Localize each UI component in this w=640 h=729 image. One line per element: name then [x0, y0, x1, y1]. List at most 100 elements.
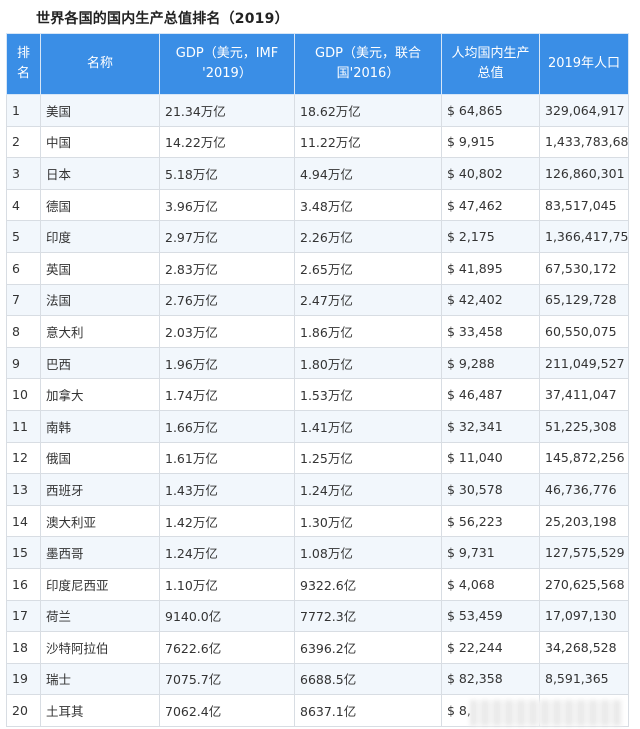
gdp-per-capita-cell: $ 9,288 [441, 346, 540, 380]
country-name-cell: 墨西哥 [40, 536, 160, 569]
country-name-cell: 俄国 [40, 441, 160, 475]
gdp-un-2016-cell: 2.26万亿 [294, 220, 442, 253]
table-row: 10 加拿大 1.74万亿 1.53万亿 $ 46,487 37,411,047 [6, 378, 629, 411]
gdp-imf-2019-cell: 2.03万亿 [159, 315, 295, 348]
population-2019-cell: 329,064,917 [539, 94, 629, 127]
gdp-per-capita-cell: $ 2,175 [441, 220, 540, 253]
gdp-imf-2019-cell: 3.96万亿 [159, 188, 295, 222]
country-name-cell: 英国 [40, 251, 160, 285]
gdp-un-2016-cell: 1.80万亿 [294, 346, 442, 380]
table-row: 8 意大利 2.03万亿 1.86万亿 $ 33,458 60,550,075 [6, 315, 629, 348]
table-header-row: 排名 名称 GDP（美元，IMF '2019） GDP（美元，联合国'2016）… [6, 33, 629, 95]
country-name-cell: 德国 [40, 188, 160, 222]
gdp-un-2016-cell: 6688.5亿 [294, 662, 442, 696]
country-name-cell: 沙特阿拉伯 [40, 631, 160, 664]
country-name-cell: 日本 [40, 157, 160, 190]
gdp-imf-2019-cell: 7622.6亿 [159, 631, 295, 664]
table-row: 5 印度 2.97万亿 2.26万亿 $ 2,175 1,366,417,754 [6, 220, 629, 253]
rank-cell: 6 [6, 251, 41, 285]
country-name-cell: 土耳其 [40, 694, 160, 727]
population-2019-cell: 1,366,417,754 [539, 220, 629, 253]
gdp-per-capita-cell: $ 41,895 [441, 251, 540, 285]
gdp-un-2016-cell: 2.65万亿 [294, 251, 442, 285]
rank-cell: 14 [6, 504, 41, 538]
table-row: 1 美国 21.34万亿 18.62万亿 $ 64,865 329,064,917 [6, 94, 629, 127]
rank-cell: 9 [6, 346, 41, 380]
table-body: 1 美国 21.34万亿 18.62万亿 $ 64,865 329,064,917 2 中国 1… [6, 94, 629, 727]
gdp-un-2016-cell: 1.86万亿 [294, 315, 442, 348]
gdp-un-2016-cell: 1.08万亿 [294, 536, 442, 569]
gdp-un-2016-cell: 11.22万亿 [294, 125, 442, 159]
table-row: 15 墨西哥 1.24万亿 1.08万亿 $ 9,731 127,575,529 [6, 536, 629, 569]
gdp-un-2016-cell: 1.24万亿 [294, 473, 442, 506]
gdp-imf-2019-cell: 7075.7亿 [159, 662, 295, 696]
column-header-population-2019: 2019年人口 [539, 33, 629, 95]
column-header-name: 名称 [40, 33, 160, 95]
rank-cell: 17 [6, 599, 41, 633]
rank-cell: 20 [6, 694, 41, 727]
population-2019-cell: 37,411,047 [539, 378, 629, 411]
rank-cell: 5 [6, 220, 41, 253]
population-2019-cell: 65,129,728 [539, 283, 629, 317]
table-row: 2 中国 14.22万亿 11.22万亿 $ 9,915 1,433,783,686 [6, 125, 629, 159]
rank-cell: 1 [6, 94, 41, 127]
table-row: 16 印度尼西亚 1.10万亿 9322.6亿 $ 4,068 270,625,568 [6, 567, 629, 601]
rank-cell: 12 [6, 441, 41, 475]
rank-cell: 10 [6, 378, 41, 411]
table-row: 13 西班牙 1.43万亿 1.24万亿 $ 30,578 46,736,776 [6, 473, 629, 506]
rank-cell: 2 [6, 125, 41, 159]
table-row: 3 日本 5.18万亿 4.94万亿 $ 40,802 126,860,301 [6, 157, 629, 190]
rank-cell: 3 [6, 157, 41, 190]
blurred-watermark [470, 700, 622, 726]
gdp-un-2016-cell: 1.41万亿 [294, 409, 442, 443]
population-2019-cell: 83,517,045 [539, 188, 629, 222]
gdp-imf-2019-cell: 2.76万亿 [159, 283, 295, 317]
country-name-cell: 南韩 [40, 409, 160, 443]
gdp-un-2016-cell: 8637.1亿 [294, 694, 442, 727]
gdp-imf-2019-cell: 2.97万亿 [159, 220, 295, 253]
table-row: 12 俄国 1.61万亿 1.25万亿 $ 11,040 145,872,256 [6, 441, 629, 475]
gdp-per-capita-cell: $ 22,244 [441, 631, 540, 664]
country-name-cell: 法国 [40, 283, 160, 317]
population-2019-cell: 211,049,527 [539, 346, 629, 380]
gdp-imf-2019-cell: 5.18万亿 [159, 157, 295, 190]
gdp-un-2016-cell: 4.94万亿 [294, 157, 442, 190]
table-row: 14 澳大利亚 1.42万亿 1.30万亿 $ 56,223 25,203,198 [6, 504, 629, 538]
population-2019-cell: 126,860,301 [539, 157, 629, 190]
gdp-imf-2019-cell: 1.24万亿 [159, 536, 295, 569]
gdp-per-capita-cell: $ 42,402 [441, 283, 540, 317]
gdp-un-2016-cell: 9322.6亿 [294, 567, 442, 601]
country-name-cell: 印度 [40, 220, 160, 253]
population-2019-cell: 127,575,529 [539, 536, 629, 569]
population-2019-cell: 270,625,568 [539, 567, 629, 601]
gdp-per-capita-cell: $ 53,459 [441, 599, 540, 633]
rank-cell: 16 [6, 567, 41, 601]
column-header-gdp-imf-2019: GDP（美元，IMF '2019） [159, 33, 295, 95]
gdp-per-capita-cell: $ 4,068 [441, 567, 540, 601]
population-2019-cell: 51,225,308 [539, 409, 629, 443]
population-2019-cell: 8,591,365 [539, 662, 629, 696]
table-row: 9 巴西 1.96万亿 1.80万亿 $ 9,288 211,049,527 [6, 346, 629, 380]
gdp-imf-2019-cell: 14.22万亿 [159, 125, 295, 159]
rank-cell: 7 [6, 283, 41, 317]
gdp-per-capita-cell: $ 9,915 [441, 125, 540, 159]
country-name-cell: 瑞士 [40, 662, 160, 696]
rank-cell: 8 [6, 315, 41, 348]
population-2019-cell: 145,872,256 [539, 441, 629, 475]
country-name-cell: 印度尼西亚 [40, 567, 160, 601]
gdp-per-capita-cell: $ 82,358 [441, 662, 540, 696]
gdp-un-2016-cell: 7772.3亿 [294, 599, 442, 633]
country-name-cell: 西班牙 [40, 473, 160, 506]
gdp-un-2016-cell: 1.25万亿 [294, 441, 442, 475]
gdp-un-2016-cell: 1.30万亿 [294, 504, 442, 538]
table-row: 11 南韩 1.66万亿 1.41万亿 $ 32,341 51,225,308 [6, 409, 629, 443]
population-2019-cell: 60,550,075 [539, 315, 629, 348]
gdp-per-capita-cell: $ 33,458 [441, 315, 540, 348]
table-row: 18 沙特阿拉伯 7622.6亿 6396.2亿 $ 22,244 34,268,528 [6, 631, 629, 664]
population-2019-cell: 25,203,198 [539, 504, 629, 538]
gdp-per-capita-cell: $ 47,462 [441, 188, 540, 222]
rank-cell: 19 [6, 662, 41, 696]
gdp-per-capita-cell: $ 11,040 [441, 441, 540, 475]
gdp-per-capita-cell: $ 56,223 [441, 504, 540, 538]
gdp-un-2016-cell: 2.47万亿 [294, 283, 442, 317]
